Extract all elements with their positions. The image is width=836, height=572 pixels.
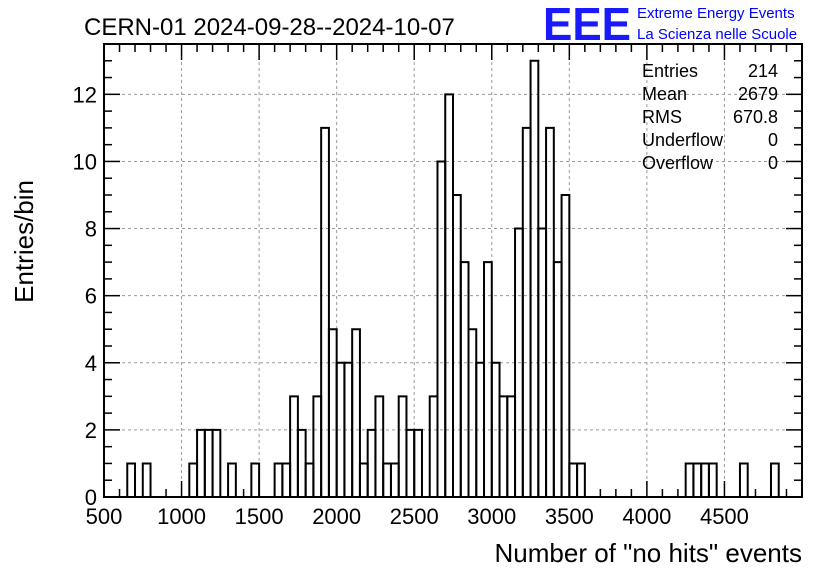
x-tick-label: 4500 xyxy=(700,504,749,529)
histogram-bin xyxy=(327,328,338,497)
histogram-bin xyxy=(389,462,400,497)
histogram-bin xyxy=(552,261,563,497)
histogram-bin xyxy=(405,428,416,497)
histogram-bin xyxy=(560,194,571,497)
histogram-bin xyxy=(459,261,470,497)
histogram-bin xyxy=(211,428,222,497)
stats-label: Entries xyxy=(642,61,698,81)
histogram-bin xyxy=(250,462,261,497)
histogram-bin xyxy=(452,194,462,497)
histogram-bin xyxy=(196,428,206,497)
y-tick-label: 0 xyxy=(85,485,97,510)
x-tick-label: 3500 xyxy=(545,504,594,529)
chart-title: CERN-01 2024-09-28--2024-10-07 xyxy=(84,14,455,41)
histogram-bin xyxy=(498,395,509,497)
x-tick-label: 3000 xyxy=(467,504,516,529)
stats-box: Entries 214 Mean 2679 RMS 670.8 Underflow 0 Over… xyxy=(642,61,778,173)
histogram-bin xyxy=(281,462,292,497)
histogram-bin xyxy=(483,261,493,497)
histogram-bin xyxy=(413,428,423,497)
stats-label: RMS xyxy=(642,107,682,127)
axes-frame xyxy=(103,43,803,498)
histogram-bin xyxy=(506,395,517,497)
histogram-bin xyxy=(289,395,299,497)
x-tick-label: 1500 xyxy=(235,504,284,529)
histogram-bin xyxy=(397,395,408,497)
x-tick-label: 2000 xyxy=(312,504,361,529)
histogram-bin xyxy=(351,328,361,497)
logo-line-2: La Scienza nelle Scuole xyxy=(637,26,797,43)
histogram-bin xyxy=(141,462,152,497)
y-tick-label: 12 xyxy=(73,82,97,107)
histogram-bin xyxy=(374,395,385,497)
histogram-bin xyxy=(738,462,749,497)
histogram-bin xyxy=(467,328,478,497)
histogram-bin xyxy=(684,462,695,497)
x-tick-label: 4000 xyxy=(622,504,671,529)
y-tick-label: 6 xyxy=(85,284,97,309)
histogram-bin xyxy=(428,395,439,497)
histogram-bin xyxy=(320,126,330,497)
y-tick-label: 10 xyxy=(73,149,97,174)
histogram-bin xyxy=(304,462,315,497)
y-tick-label: 8 xyxy=(85,217,97,242)
x-axis-label: Number of "no hits" events xyxy=(495,538,803,568)
stats-value: 2679 xyxy=(738,84,778,104)
eee-logo: EEE Extreme Energy Events La Scienza nel… xyxy=(543,0,797,50)
y-tick-label: 2 xyxy=(85,418,97,443)
histogram-bin xyxy=(188,462,199,497)
stats-value: 0 xyxy=(768,153,778,173)
logo-mark: EEE xyxy=(543,0,631,50)
histogram-bin xyxy=(312,395,323,497)
histogram-bin xyxy=(700,462,710,497)
histogram-bin xyxy=(545,126,555,497)
x-tick-label: 1000 xyxy=(157,504,206,529)
histogram-bin xyxy=(769,462,780,497)
logo-line-1: Extreme Energy Events xyxy=(637,5,795,22)
histogram-bin xyxy=(366,428,377,497)
histogram-bin xyxy=(568,462,579,497)
histogram-bin xyxy=(227,462,237,497)
histogram-bins xyxy=(126,59,780,497)
y-axis-label: Entries/bin xyxy=(9,180,39,303)
plot-frame xyxy=(103,43,803,498)
stats-value: 670.8 xyxy=(733,107,778,127)
stats-value: 214 xyxy=(748,61,778,81)
histogram-bin xyxy=(203,428,214,497)
histogram-bin xyxy=(273,462,284,497)
histogram-bin xyxy=(692,462,703,497)
y-tick-label: 4 xyxy=(85,351,97,376)
stats-label: Overflow xyxy=(642,153,714,173)
stats-value: 0 xyxy=(768,130,778,150)
histogram-bin xyxy=(521,126,532,497)
histogram-bin xyxy=(382,462,392,497)
stats-label: Underflow xyxy=(642,130,724,150)
x-tick-label: 2500 xyxy=(390,504,439,529)
histogram-bin xyxy=(707,462,718,497)
histogram-bin xyxy=(358,462,369,497)
histogram-bin xyxy=(126,462,137,497)
histogram-bin xyxy=(436,160,447,497)
histogram-bin xyxy=(576,462,586,497)
tick-labels: 500 1000 1500 2000 2500 3000 3500 4000 4500 0 2 4 6 8… xyxy=(73,82,749,529)
histogram-bin xyxy=(296,428,307,497)
histogram-bin xyxy=(529,59,540,497)
x-tick-label: 500 xyxy=(86,504,123,529)
stats-label: Mean xyxy=(642,84,687,104)
